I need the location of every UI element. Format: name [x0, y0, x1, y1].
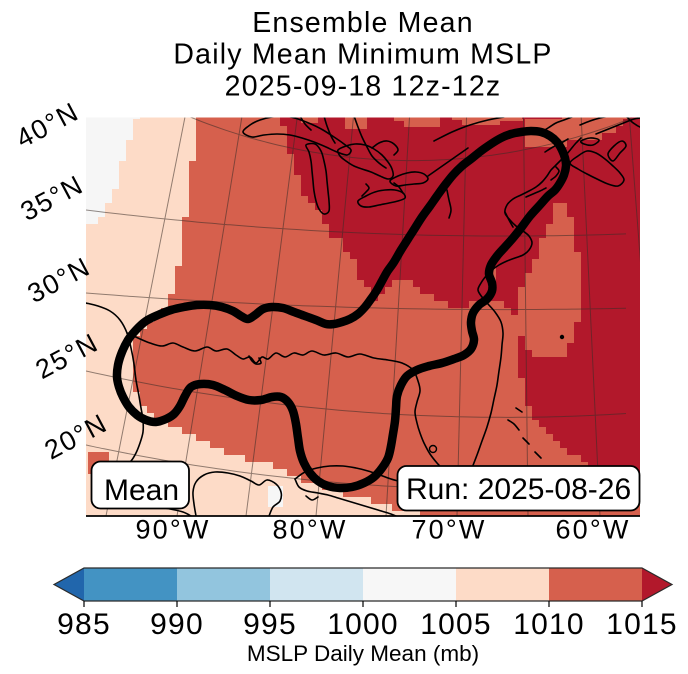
svg-text:990: 990	[150, 608, 204, 641]
svg-text:995: 995	[243, 608, 297, 641]
svg-text:1005: 1005	[420, 608, 492, 641]
svg-text:1000: 1000	[327, 608, 399, 641]
svg-text:1010: 1010	[513, 608, 585, 641]
svg-text:MSLP Daily Mean (mb): MSLP Daily Mean (mb)	[247, 641, 479, 666]
svg-text:Run: 2025-08-26: Run: 2025-08-26	[406, 473, 631, 506]
svg-text:Mean: Mean	[104, 474, 179, 507]
svg-text:Daily Mean Minimum MSLP: Daily Mean Minimum MSLP	[173, 39, 552, 71]
svg-text:80°W: 80°W	[272, 515, 347, 545]
svg-text:1015: 1015	[606, 608, 678, 641]
svg-text:90°W: 90°W	[135, 515, 210, 545]
svg-text:Ensemble Mean: Ensemble Mean	[252, 7, 474, 39]
svg-text:60°W: 60°W	[555, 515, 630, 545]
svg-text:2025-09-18 12z-12z: 2025-09-18 12z-12z	[225, 71, 502, 103]
svg-text:985: 985	[57, 608, 111, 641]
svg-text:70°W: 70°W	[411, 515, 486, 545]
